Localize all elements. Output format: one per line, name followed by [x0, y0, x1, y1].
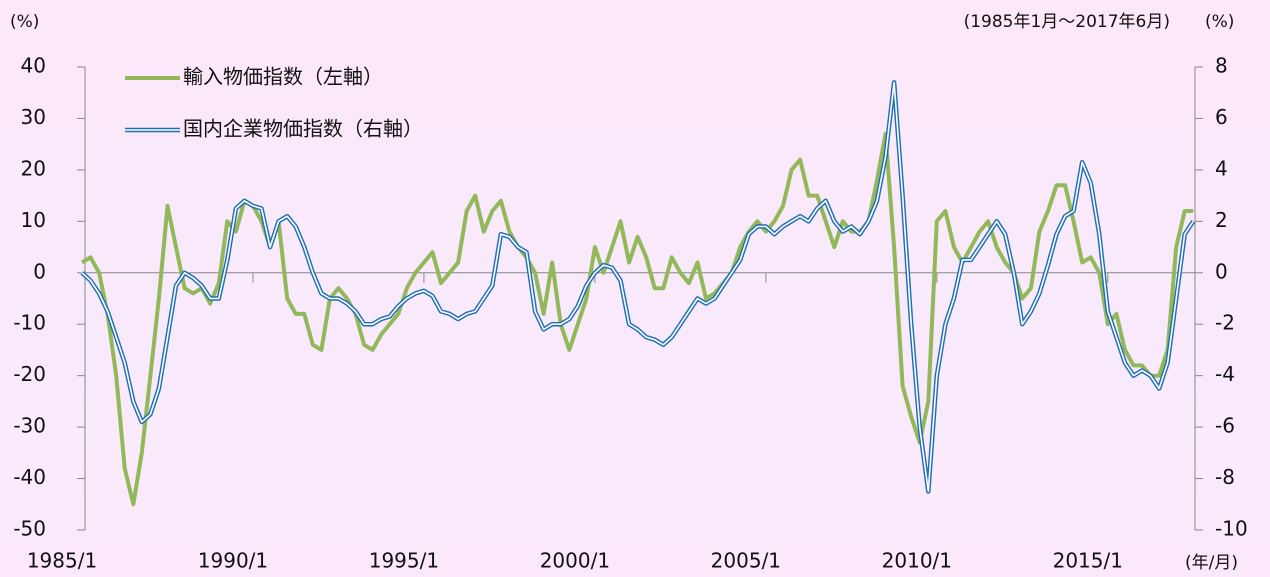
- y-tick-label: -10: [13, 311, 46, 335]
- y-tick-label: 10: [21, 208, 46, 232]
- x-tick-label: 2000/1: [540, 549, 610, 573]
- y-tick-label: 40: [21, 54, 46, 78]
- y-tick-label: -50: [13, 517, 46, 541]
- x-tick-label: 1995/1: [369, 549, 439, 573]
- x-tick-label: 2010/1: [882, 549, 952, 573]
- x-tick-label: 1985/1: [27, 549, 97, 573]
- y2-tick-label: 6: [1215, 105, 1228, 129]
- series-line: [80, 80, 1196, 494]
- y2-tick-label: 4: [1215, 156, 1228, 180]
- y-tick-label: 20: [21, 156, 46, 180]
- y2-tick-label: -2: [1215, 311, 1235, 335]
- y-tick-label: -40: [13, 465, 46, 489]
- x-tick-label: 2015/1: [1053, 549, 1123, 573]
- legend-label: 国内企業物価指数（右軸）: [183, 117, 423, 141]
- y-axis-label: (%): [10, 12, 39, 32]
- y2-tick-label: 8: [1215, 54, 1228, 78]
- y-tick-label: -20: [13, 362, 46, 386]
- y2-tick-label: -10: [1215, 517, 1248, 541]
- y-tick-label: 0: [33, 259, 46, 283]
- y2-tick-label: -8: [1215, 465, 1235, 489]
- x-tick-label: 2005/1: [711, 549, 781, 573]
- x-axis-label: (年/月): [1185, 553, 1238, 573]
- y-tick-label: 30: [21, 105, 46, 129]
- series-line-inner: [81, 81, 1194, 493]
- legend-label: 輸入物価指数（左軸）: [183, 65, 383, 89]
- period-note: (1985年1月～2017年6月): [964, 12, 1170, 32]
- y2-tick-label: -4: [1215, 362, 1235, 386]
- y2-axis-label: (%): [1205, 12, 1234, 32]
- y2-tick-label: 0: [1215, 259, 1228, 283]
- y2-tick-label: 2: [1215, 208, 1228, 232]
- x-tick-label: 1990/1: [198, 549, 268, 573]
- y-tick-label: -30: [13, 414, 46, 438]
- y2-tick-label: -6: [1215, 414, 1235, 438]
